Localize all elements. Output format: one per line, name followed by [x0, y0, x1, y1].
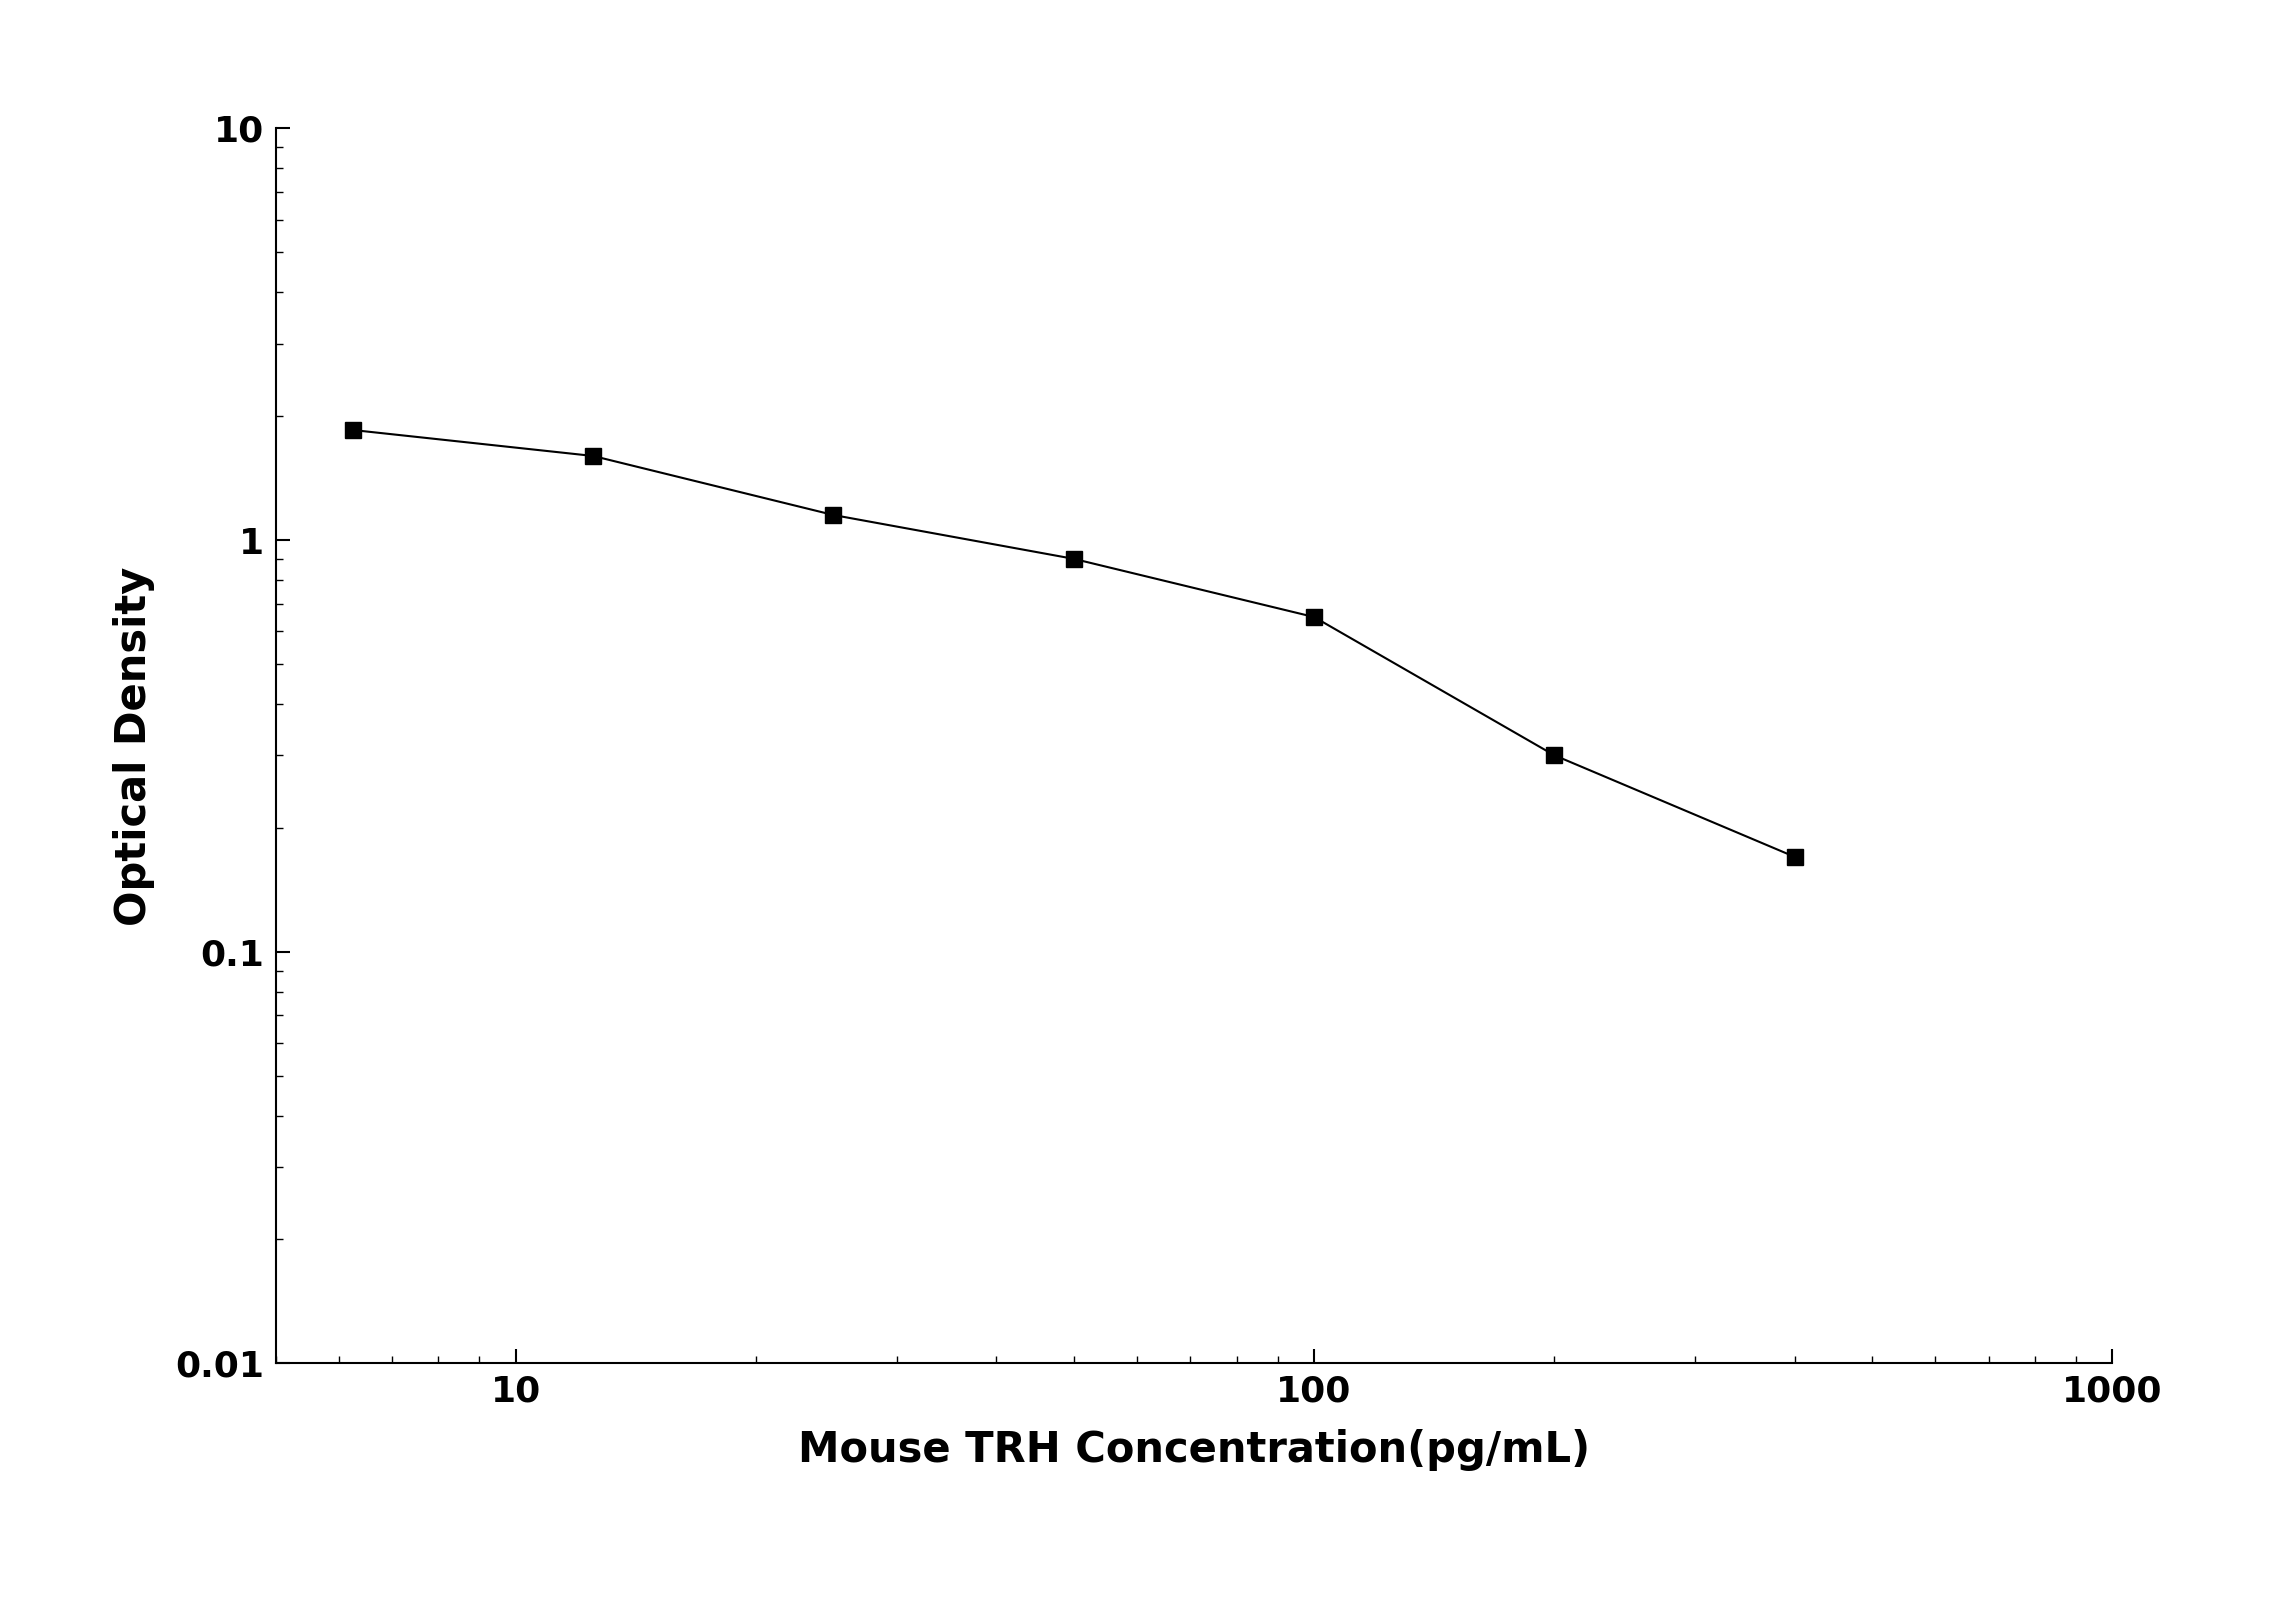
Y-axis label: Optical Density: Optical Density [113, 566, 154, 926]
X-axis label: Mouse TRH Concentration(pg/mL): Mouse TRH Concentration(pg/mL) [797, 1429, 1591, 1471]
